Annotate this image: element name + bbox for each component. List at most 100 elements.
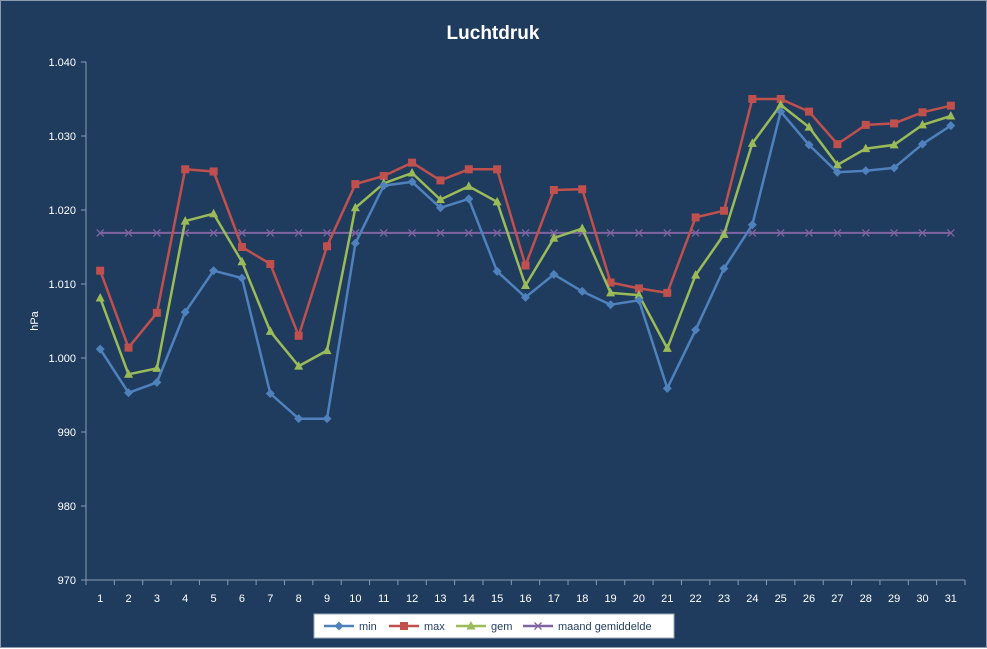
- data-point-gem: [946, 111, 956, 120]
- y-axis-title: hPa: [29, 310, 41, 330]
- data-point-gem: [917, 119, 927, 129]
- data-point-min: [662, 383, 672, 393]
- data-point-max: [436, 176, 445, 185]
- data-point-maand-gemiddelde: [833, 228, 842, 237]
- data-point-min: [237, 273, 247, 283]
- x-tick-label: 10: [349, 593, 361, 605]
- data-point-min: [832, 167, 842, 177]
- data-point-maand-gemiddelde: [918, 228, 927, 237]
- x-tick-label: 28: [860, 593, 872, 605]
- data-point-max: [266, 260, 275, 269]
- x-tick-label: 7: [267, 593, 273, 605]
- data-point-gem: [464, 181, 474, 190]
- x-tick-label: 2: [125, 593, 131, 605]
- x-tick-label: 3: [154, 593, 160, 605]
- data-point-min: [209, 266, 219, 276]
- data-point-maand-gemiddelde: [663, 228, 672, 237]
- data-point-gem: [719, 229, 729, 238]
- data-point-gem: [606, 287, 616, 297]
- legend-swatch-marker: [400, 622, 408, 630]
- data-point-gem: [124, 369, 134, 378]
- data-point-max: [464, 165, 473, 174]
- data-point-maand-gemiddelde: [946, 228, 955, 237]
- data-point-min: [407, 177, 417, 187]
- x-tick-label: 1: [97, 593, 103, 605]
- legend-swatch-marker: [466, 621, 476, 630]
- data-point-min: [521, 292, 530, 302]
- data-point-min: [747, 220, 757, 230]
- data-point-maand-gemiddelde: [464, 228, 473, 237]
- data-point-max: [719, 206, 728, 215]
- legend-label: maand gemiddelde: [558, 621, 652, 633]
- data-point-min: [152, 377, 162, 387]
- data-point-gem: [237, 256, 247, 266]
- data-point-max: [946, 101, 955, 110]
- data-point-gem: [492, 196, 502, 206]
- legend-box: [313, 613, 675, 639]
- data-point-min: [861, 166, 871, 176]
- data-point-max: [237, 243, 246, 251]
- data-point-maand-gemiddelde: [237, 228, 246, 237]
- data-point-min: [719, 263, 729, 273]
- data-point-max: [323, 242, 332, 251]
- data-point-maand-gemiddelde: [408, 228, 417, 237]
- legend: min max gem maand gemiddelde: [313, 613, 675, 639]
- data-point-gem: [95, 293, 105, 302]
- data-point-max: [521, 261, 530, 270]
- data-point-min: [95, 344, 105, 354]
- data-point-maand-gemiddelde: [861, 228, 870, 237]
- x-tick-label: 25: [775, 593, 787, 605]
- chart-title: Luchtdruk: [447, 23, 540, 44]
- data-point-max: [805, 107, 814, 116]
- data-point-gem: [209, 208, 219, 218]
- x-tick-label: 22: [690, 593, 702, 605]
- data-point-gem: [691, 270, 701, 279]
- data-point-gem: [435, 194, 445, 204]
- x-tick-label: 13: [434, 593, 446, 605]
- data-point-maand-gemiddelde: [323, 228, 331, 237]
- x-tick-label: 24: [746, 593, 758, 605]
- x-tick-label: 31: [945, 593, 957, 605]
- series-max: [96, 95, 955, 352]
- legend-label: min: [359, 621, 377, 633]
- data-point-maand-gemiddelde: [209, 228, 218, 237]
- x-tick-label: 29: [888, 593, 900, 605]
- series-maand-gemiddelde: [96, 228, 955, 237]
- data-point-min: [294, 414, 304, 424]
- data-point-min: [691, 325, 701, 335]
- data-point-min: [634, 295, 644, 305]
- data-point-gem: [350, 202, 360, 212]
- data-point-max: [493, 165, 502, 174]
- x-tick-label: 16: [519, 593, 531, 605]
- x-tick-label: 20: [633, 593, 645, 605]
- data-point-max: [578, 185, 587, 194]
- data-point-min: [124, 388, 134, 398]
- data-point-gem: [776, 99, 786, 109]
- data-point-maand-gemiddelde: [805, 228, 814, 237]
- x-tick-label: 19: [604, 593, 616, 605]
- data-point-max: [890, 119, 899, 128]
- legend-swatch-marker: [534, 622, 542, 630]
- data-point-gem: [407, 168, 417, 177]
- data-point-max: [152, 308, 161, 317]
- data-point-max: [351, 180, 360, 189]
- x-tick-label: 14: [463, 593, 475, 605]
- data-point-gem: [180, 216, 190, 225]
- data-point-max: [209, 167, 218, 176]
- data-point-maand-gemiddelde: [96, 228, 105, 237]
- data-point-min: [435, 203, 445, 213]
- legend-label: gem: [491, 621, 512, 633]
- legend-item-max: max: [389, 621, 445, 633]
- data-point-gem: [294, 361, 304, 370]
- data-point-max: [663, 288, 672, 297]
- data-point-max: [181, 165, 190, 174]
- data-point-maand-gemiddelde: [266, 228, 275, 237]
- data-point-min: [180, 307, 190, 317]
- data-point-gem: [889, 139, 899, 149]
- y-tick-label: 1.020: [48, 205, 76, 217]
- y-tick-label: 990: [58, 427, 76, 439]
- data-point-max: [96, 266, 105, 275]
- y-tick-label: 1.030: [48, 131, 76, 143]
- data-point-gem: [322, 345, 332, 355]
